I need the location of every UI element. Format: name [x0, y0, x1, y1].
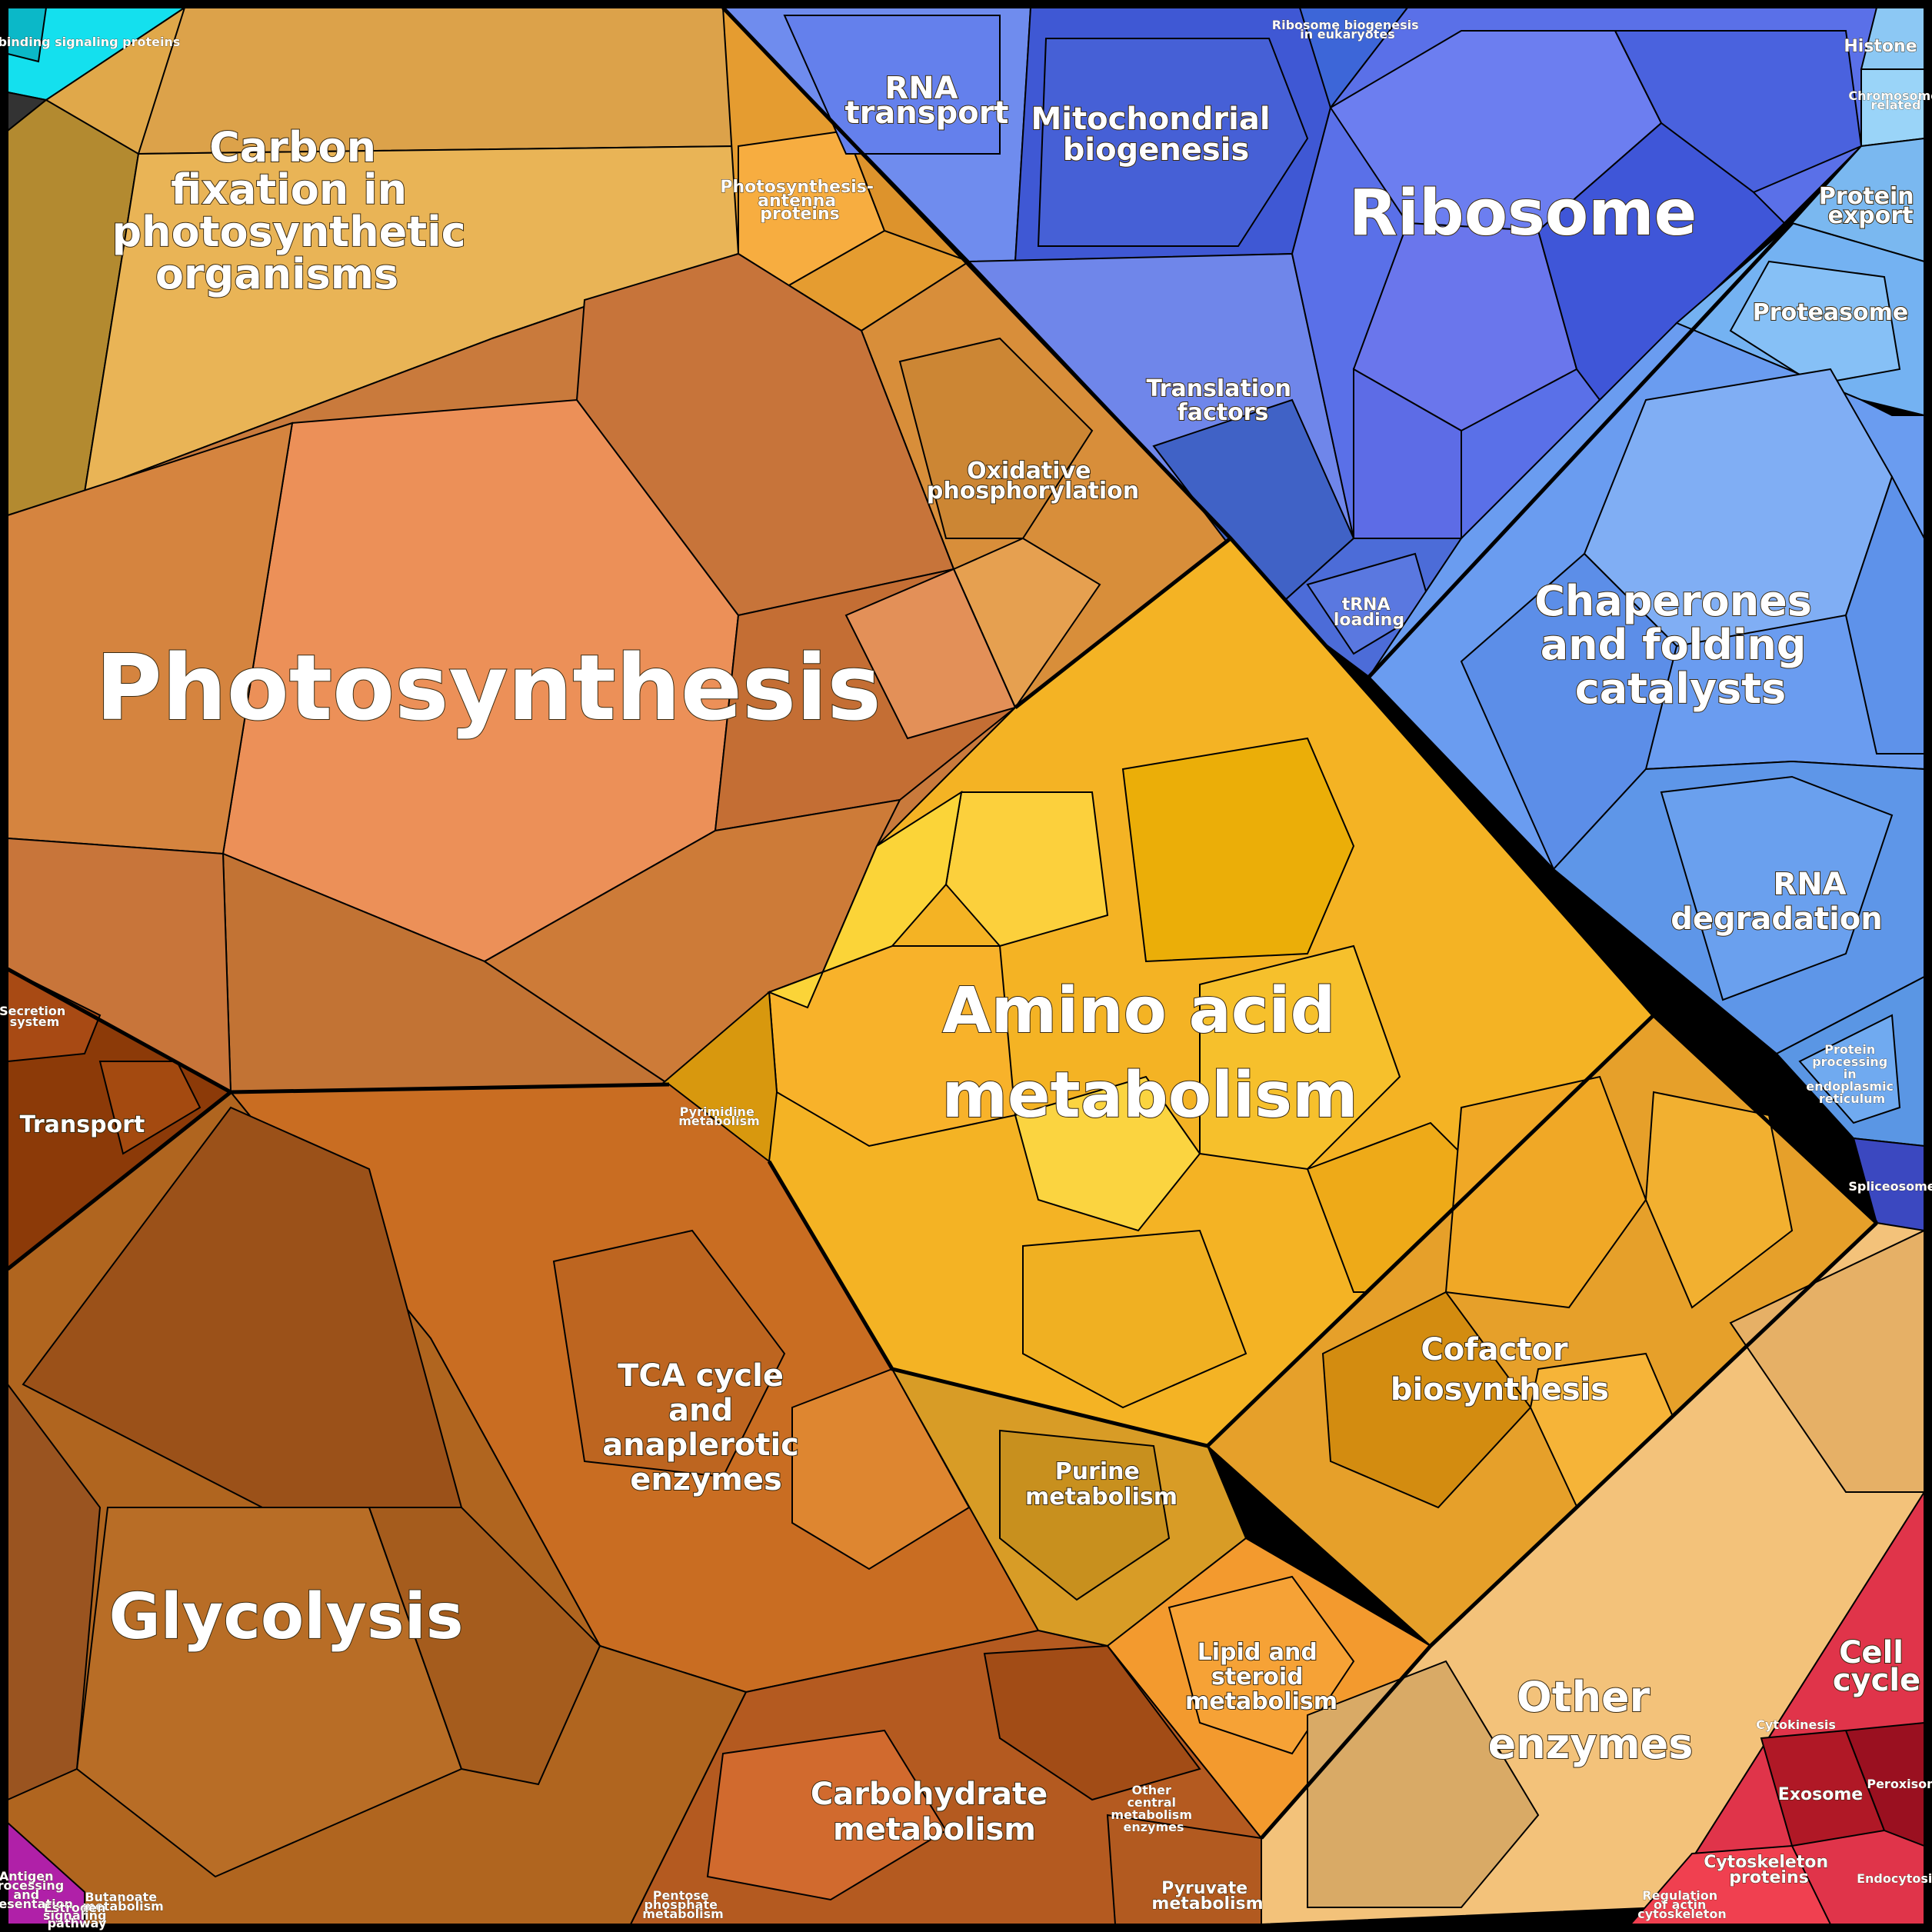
- region-mitochondrial-biogenesis[interactable]: [1014, 7, 1410, 263]
- label-proteasome: Proteasome: [1753, 299, 1908, 326]
- label-trna-loading: tRNA loading: [1334, 595, 1404, 630]
- label-rna-degradation: RNA degradation: [1671, 867, 1883, 937]
- label-histone: Histone: [1844, 37, 1917, 56]
- region-transport[interactable]: [7, 968, 232, 1271]
- region-oxidative-phosphorylation[interactable]: [860, 260, 1232, 710]
- label-protein-export: Protein export: [1819, 183, 1922, 229]
- label-cofactor-biosynthesis: Cofactor biosynthesis: [1391, 1332, 1609, 1407]
- label-rna-transport: RNA transport: [844, 71, 1008, 131]
- region-carbohydrate-metabolism[interactable]: [629, 1629, 1262, 1925]
- label-gtp-binding: GTP-binding signaling proteins: [0, 35, 180, 49]
- label-peroxisome: Peroxisome: [1867, 1777, 1932, 1791]
- region-chaperones[interactable]: [1367, 321, 1925, 871]
- label-other-enzymes: Other enzymes: [1488, 1673, 1694, 1768]
- label-endocytosis: Endocytosis: [1857, 1871, 1932, 1886]
- label-tca-cycle: TCA cycle and anaplerotic enzymes: [602, 1358, 810, 1497]
- label-cytokinesis: Cytokinesis: [1756, 1717, 1836, 1732]
- region-histone[interactable]: [1860, 7, 1925, 148]
- label-pentose-phosphate: Pentose phosphate metabolism: [642, 1888, 724, 1921]
- region-translation-factors[interactable]: [967, 252, 1355, 617]
- label-ribosome: Ribosome: [1349, 177, 1697, 250]
- label-pyrimidine-metabolism: Pyrimidine metabolism: [678, 1104, 760, 1128]
- label-other-central-metabolism: Other central metabolism enzymes: [1111, 1783, 1196, 1834]
- label-exosome: Exosome: [1778, 1785, 1863, 1804]
- region-proteasome[interactable]: [1675, 222, 1925, 417]
- label-estrogen-signaling: Estrogen signaling pathway: [43, 1900, 111, 1930]
- region-protein-processing-er[interactable]: [1775, 975, 1925, 1148]
- label-photosynthesis: Photosynthesis: [95, 635, 881, 741]
- label-cytoskeleton-proteins: Cytoskeleton proteins: [1704, 1853, 1834, 1887]
- region-tca-cycle[interactable]: [228, 1083, 1040, 1694]
- region-lipid-steroid[interactable]: [1106, 1537, 1432, 1840]
- region-rna-degradation[interactable]: [1552, 760, 1925, 1055]
- label-butanoate-metabolism: Butanoate metabolism: [82, 1890, 164, 1914]
- label-secretion-system: Secretion system: [0, 1004, 70, 1029]
- region-purine-metabolism[interactable]: [891, 1367, 1247, 1647]
- label-chaperones: Chaperones and folding catalysts: [1534, 577, 1827, 713]
- label-amino-acid-metabolism: Amino acid metabolism: [941, 974, 1357, 1132]
- label-spliceosome: Spliceosome: [1848, 1179, 1932, 1194]
- label-purine-metabolism: Purine metabolism: [1025, 1458, 1178, 1511]
- region-cell-cycle[interactable]: [1628, 1489, 1925, 1925]
- label-carbohydrate-metabolism: Carbohydrate metabolism: [811, 1777, 1058, 1847]
- label-cell-cycle: Cell cycle: [1833, 1635, 1920, 1698]
- region-other-enzymes[interactable]: [1261, 1221, 1925, 1926]
- region-cofactor-biosynthesis[interactable]: [1206, 1014, 1878, 1647]
- label-ribosome-biogenesis: Ribosome biogenesis in eukaryotes: [1272, 18, 1423, 42]
- label-lipid-steroid: Lipid and steroid metabolism: [1185, 1639, 1337, 1715]
- region-photosynthesis[interactable]: [7, 252, 1017, 1094]
- label-antigen-processing: Antigen processing and presentation: [0, 1869, 73, 1911]
- label-transport: Transport: [20, 1111, 145, 1138]
- label-glycolysis: Glycolysis: [108, 1581, 463, 1654]
- label-photosynthesis-antenna: Photosynthesis- antenna proteins: [720, 178, 879, 224]
- label-translation-factors: Translation factors: [1147, 375, 1300, 426]
- label-carbon-fixation: Carbon fixation in photosynthetic organi…: [112, 123, 481, 298]
- label-regulation-actin: Regulation of actin cytoskeleton: [1637, 1888, 1727, 1921]
- region-glycolysis[interactable]: [7, 1091, 748, 1925]
- label-chromosome-related: Chromosome related: [1848, 88, 1932, 112]
- label-pyruvate-metabolism: Pyruvate metabolism: [1151, 1879, 1263, 1914]
- label-mitochondrial-biogenesis: Mitochondrial biogenesis: [1031, 102, 1281, 168]
- region-ribosome[interactable]: [1291, 7, 1878, 539]
- label-oxidative-phosphorylation: Oxidative phosphorylation: [927, 458, 1139, 505]
- region-amino-acid-metabolism[interactable]: [660, 537, 1655, 1447]
- region-rna-transport[interactable]: [721, 7, 1032, 262]
- label-protein-processing-er: Protein processing in endoplasmic reticu…: [1806, 1042, 1897, 1106]
